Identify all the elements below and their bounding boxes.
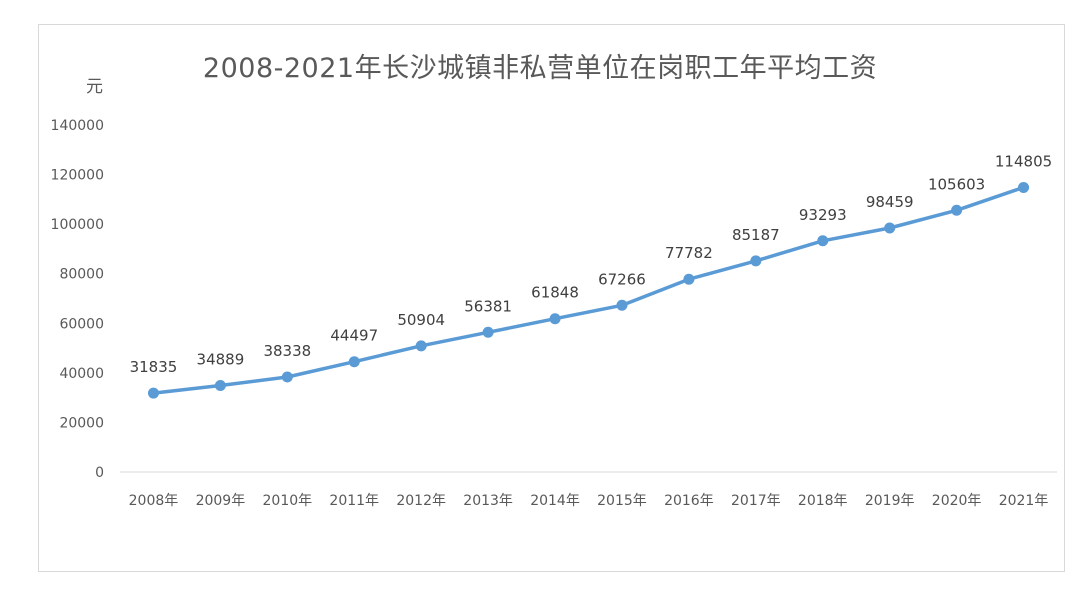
- data-label: 85187: [732, 226, 780, 244]
- x-tick-label: 2015年: [597, 493, 647, 509]
- data-label: 67266: [598, 270, 646, 288]
- y-tick-label: 20000: [59, 415, 104, 431]
- x-tick-label: 2010年: [263, 493, 313, 509]
- y-tick-label: 140000: [51, 118, 104, 134]
- x-tick-label: 2009年: [196, 493, 246, 509]
- data-point: [616, 299, 628, 311]
- x-tick-label: 2019年: [865, 493, 915, 509]
- y-tick-label: 0: [95, 465, 104, 481]
- data-labels: 31835 34889 38338 44497 50904 56381 61848 67266…: [130, 152, 1053, 376]
- data-label: 105603: [928, 175, 985, 193]
- y-tick-label: 120000: [51, 168, 104, 184]
- y-tick-label: 100000: [51, 217, 104, 233]
- x-tick-label: 2014年: [530, 493, 580, 509]
- data-label: 98459: [866, 193, 914, 211]
- data-point: [348, 356, 360, 368]
- data-point: [281, 371, 293, 383]
- chart-frame: [38, 24, 1065, 572]
- x-tick-label: 2013年: [463, 493, 513, 509]
- data-point: [214, 380, 226, 392]
- data-label: 31835: [130, 358, 178, 376]
- data-point: [415, 340, 427, 352]
- data-point: [1018, 181, 1030, 193]
- data-label: 56381: [464, 297, 512, 315]
- x-tick-label: 2021年: [999, 493, 1049, 509]
- data-label: 44497: [330, 327, 378, 345]
- data-point: [884, 222, 896, 234]
- y-axis-unit-label: 元: [86, 77, 103, 97]
- y-tick-label: 40000: [59, 366, 104, 382]
- data-label: 50904: [397, 311, 445, 329]
- data-label: 61848: [531, 284, 579, 302]
- x-tick-label: 2017年: [731, 493, 781, 509]
- y-axis-ticks: 0 20000 40000 60000 80000 100000 120000 140000: [51, 118, 104, 481]
- data-points: [147, 181, 1030, 399]
- data-point: [951, 204, 963, 216]
- y-tick-label: 60000: [59, 316, 104, 332]
- data-point: [147, 387, 159, 399]
- series-line: [151, 185, 1026, 395]
- x-axis-ticks: 2008年 2009年 2010年 2011年 2012年 2013年 2014年 2015年…: [129, 493, 1049, 509]
- x-tick-label: 2011年: [329, 493, 379, 509]
- data-point: [683, 273, 695, 285]
- x-tick-label: 2016年: [664, 493, 714, 509]
- data-point: [817, 235, 829, 247]
- data-label: 114805: [995, 152, 1052, 170]
- data-label: 77782: [665, 244, 713, 262]
- data-point: [482, 326, 494, 338]
- y-tick-label: 80000: [59, 267, 104, 283]
- x-tick-label: 2012年: [396, 493, 446, 509]
- x-tick-label: 2008年: [129, 493, 179, 509]
- data-point: [750, 255, 762, 267]
- data-label: 93293: [799, 206, 847, 224]
- x-tick-label: 2018年: [798, 493, 848, 509]
- x-tick-label: 2020年: [932, 493, 982, 509]
- data-label: 38338: [263, 342, 311, 360]
- chart-title: 2008-2021年长沙城镇非私营单位在岗职工年平均工资: [202, 53, 878, 84]
- data-label: 34889: [197, 351, 245, 369]
- data-point: [549, 313, 561, 325]
